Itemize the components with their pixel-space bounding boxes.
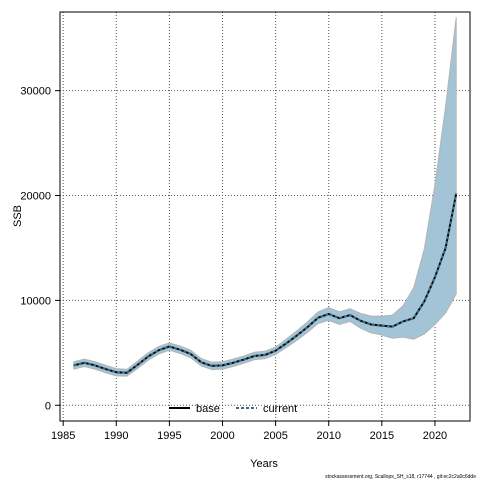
y-tick-label: 0 xyxy=(45,400,51,412)
legend: base current xyxy=(169,403,297,415)
x-tick-label: 1985 xyxy=(51,430,75,442)
grid-lines xyxy=(60,12,470,421)
x-axis-label: Years xyxy=(250,458,278,470)
axis-ticks: 1985 1990 1995 2000 2005 2010 2015 2020 0 10000 20… xyxy=(20,86,447,442)
legend-label-base: base xyxy=(196,403,220,415)
y-axis-label: SSB xyxy=(12,205,24,227)
series-line-base xyxy=(73,193,458,374)
confidence-band-layer xyxy=(73,17,457,377)
plot-frame xyxy=(59,11,471,422)
legend-label-current: current xyxy=(263,403,297,415)
confidence-band xyxy=(73,17,457,377)
x-tick-label: 2020 xyxy=(423,430,447,442)
x-tick-label: 2015 xyxy=(370,430,394,442)
y-tick-label: 30000 xyxy=(20,86,51,98)
y-tick-label: 20000 xyxy=(20,191,51,203)
x-tick-label: 1990 xyxy=(104,430,128,442)
x-tick-label: 2000 xyxy=(210,430,234,442)
x-tick-label: 1995 xyxy=(157,430,181,442)
y-tick-label: 10000 xyxy=(20,295,51,307)
series-line-layer xyxy=(73,193,458,374)
series-line-current xyxy=(73,193,458,374)
x-tick-label: 2005 xyxy=(263,430,287,442)
footnote: stockassessment.org, Scallops_SH_s18, r1… xyxy=(325,474,476,480)
x-tick-label: 2010 xyxy=(316,430,340,442)
